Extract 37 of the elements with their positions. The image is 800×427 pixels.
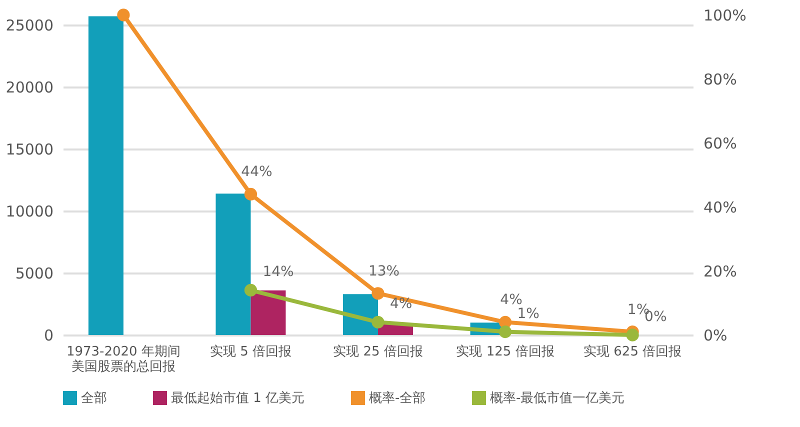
- legend-label: 概率-全部: [369, 390, 426, 406]
- data-label: 14%: [262, 264, 294, 280]
- y-tick-label: 20000: [6, 78, 54, 96]
- bar: [250, 290, 286, 335]
- bar: [88, 16, 124, 335]
- point: [372, 316, 384, 329]
- data-label: 13%: [368, 263, 400, 280]
- y-tick-label: 0: [44, 326, 54, 344]
- y2-tick-label: 20%: [704, 262, 737, 280]
- point: [498, 325, 512, 338]
- point: [244, 188, 258, 201]
- data-label: 1%: [517, 306, 540, 322]
- legend-label: 最低起始市值 1 亿美元: [171, 390, 305, 406]
- legend-label: 概率-最低市值一亿美元: [490, 390, 625, 406]
- point: [372, 287, 384, 300]
- y2-tick-label: 100%: [704, 6, 746, 24]
- x-tick-label: 1973-2020 年期间美国股票的总回报: [66, 344, 180, 374]
- point: [626, 328, 639, 342]
- x-tick-label: 实现 5 倍回报: [210, 344, 292, 360]
- x-tick-label: 实现 125 倍回报: [456, 344, 554, 360]
- bar: [216, 194, 251, 335]
- x-tick-label: 实现 625 倍回报: [584, 344, 682, 360]
- data-label: 4%: [390, 296, 412, 312]
- y2-tick-label: 60%: [704, 134, 737, 152]
- point: [117, 8, 130, 22]
- data-label: 4%: [500, 292, 522, 308]
- y2-tick-label: 0%: [704, 326, 728, 344]
- data-label: 44%: [241, 164, 272, 180]
- y-tick-label: 15000: [6, 140, 54, 158]
- y-tick-label: 5000: [15, 264, 54, 282]
- point: [244, 284, 258, 297]
- x-tick-label: 实现 25 倍回报: [333, 344, 423, 360]
- legend-label: 全部: [81, 391, 107, 406]
- y-tick-label: 25000: [6, 16, 54, 34]
- y2-tick-label: 40%: [704, 198, 737, 216]
- y2-tick-label: 80%: [704, 70, 737, 88]
- y-tick-label: 10000: [6, 202, 54, 220]
